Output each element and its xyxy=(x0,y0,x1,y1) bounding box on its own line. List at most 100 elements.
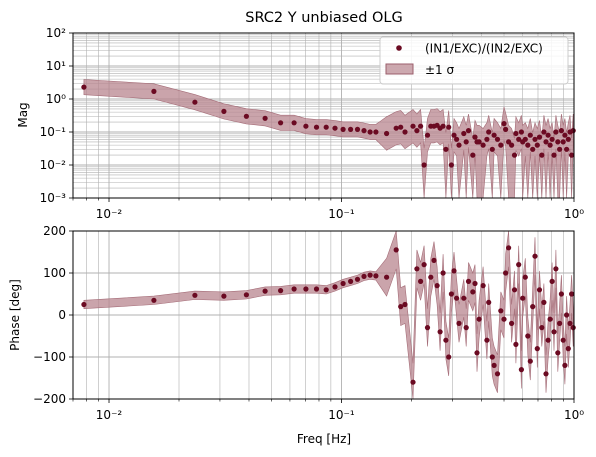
data-point xyxy=(354,276,361,282)
data-point xyxy=(491,132,497,138)
data-point xyxy=(570,128,576,134)
data-point xyxy=(558,128,565,134)
data-point xyxy=(454,295,460,301)
data-point xyxy=(446,354,452,360)
data-point xyxy=(443,146,449,152)
data-point xyxy=(454,136,460,142)
data-point xyxy=(522,274,528,280)
data-point xyxy=(569,152,575,158)
data-point xyxy=(151,88,157,94)
data-point xyxy=(303,286,309,292)
legend-label-ratio: (IN1/EXC)/(IN2/EXC) xyxy=(425,42,543,56)
data-point xyxy=(465,278,472,284)
data-point xyxy=(518,129,525,135)
data-point xyxy=(262,288,268,294)
data-point xyxy=(221,293,227,299)
legend-frame xyxy=(379,36,569,85)
data-point xyxy=(424,132,431,138)
data-point xyxy=(313,286,320,292)
data-point xyxy=(522,136,528,142)
data-point xyxy=(451,132,457,138)
data-point xyxy=(323,124,329,130)
data-point xyxy=(243,113,249,119)
data-point xyxy=(565,346,571,352)
data-point xyxy=(553,266,559,272)
data-point xyxy=(398,124,404,130)
data-point xyxy=(534,346,540,352)
data-point xyxy=(543,139,549,145)
data-point xyxy=(498,142,504,148)
phase-sigma-band xyxy=(83,230,574,400)
data-point xyxy=(551,152,557,158)
data-point xyxy=(434,283,440,289)
data-point xyxy=(323,287,329,293)
data-point xyxy=(448,291,454,297)
data-point xyxy=(431,257,437,263)
data-point xyxy=(474,350,480,356)
data-point xyxy=(303,123,309,129)
data-point xyxy=(539,325,545,331)
data-point xyxy=(564,146,570,152)
data-point xyxy=(410,123,416,129)
data-point xyxy=(562,362,568,368)
data-point xyxy=(418,123,424,129)
data-point xyxy=(476,316,482,322)
magnitude-y-axis-label: Mag xyxy=(16,102,30,127)
data-point xyxy=(472,134,478,140)
data-point xyxy=(332,284,338,290)
data-point xyxy=(428,274,434,280)
data-point xyxy=(262,115,268,121)
data-point xyxy=(501,121,507,127)
data-point xyxy=(530,146,536,152)
data-point xyxy=(192,99,198,105)
data-point xyxy=(511,152,518,158)
data-point xyxy=(494,371,501,377)
data-point xyxy=(291,120,297,126)
data-point xyxy=(456,142,462,148)
y-tick-label: 10⁻¹ xyxy=(40,125,67,139)
data-point xyxy=(549,278,555,284)
sigma-band-area xyxy=(83,230,574,400)
data-point xyxy=(549,136,555,142)
data-point xyxy=(437,329,443,335)
data-point xyxy=(451,268,457,274)
data-point xyxy=(476,139,482,145)
x-tick-label: 10⁻² xyxy=(96,408,123,422)
x-tick-label: 10⁰ xyxy=(564,408,584,422)
data-point xyxy=(440,270,446,276)
data-point xyxy=(518,367,525,373)
data-point xyxy=(393,247,399,253)
data-point xyxy=(313,124,320,130)
y-tick-label: −100 xyxy=(33,350,66,364)
x-tick-label: 10⁰ xyxy=(564,207,584,221)
data-point xyxy=(489,354,495,360)
data-point xyxy=(243,292,249,298)
data-point xyxy=(511,287,518,293)
data-point xyxy=(525,142,531,148)
data-point xyxy=(332,125,338,131)
data-point xyxy=(348,126,354,132)
legend-label-sigma: ±1 σ xyxy=(425,63,455,77)
legend: (IN1/EXC)/(IN2/EXC) ±1 σ xyxy=(379,36,569,85)
magnitude-panel: SRC2 Y unbiased OLG 10⁻² 10⁻¹ 10⁰10⁻³10⁻²1… xyxy=(16,10,584,221)
data-point xyxy=(484,136,490,142)
data-point xyxy=(414,266,420,272)
data-point xyxy=(513,341,519,347)
data-point xyxy=(470,289,476,295)
data-point xyxy=(367,129,373,135)
data-point xyxy=(491,362,497,368)
y-tick-label: 200 xyxy=(43,224,66,238)
x-tick-label: 10⁻² xyxy=(96,207,123,221)
x-tick-label: 10⁻¹ xyxy=(328,408,355,422)
data-point xyxy=(555,350,561,356)
data-point xyxy=(456,320,462,326)
legend-marker-ratio xyxy=(396,45,402,51)
data-point xyxy=(501,316,507,322)
data-point xyxy=(402,129,408,135)
data-point xyxy=(424,325,431,331)
data-point xyxy=(81,301,87,308)
data-point xyxy=(560,337,566,343)
data-point xyxy=(463,139,469,145)
phase-y-axis-label: Phase [deg] xyxy=(8,279,22,351)
data-point xyxy=(534,142,540,148)
